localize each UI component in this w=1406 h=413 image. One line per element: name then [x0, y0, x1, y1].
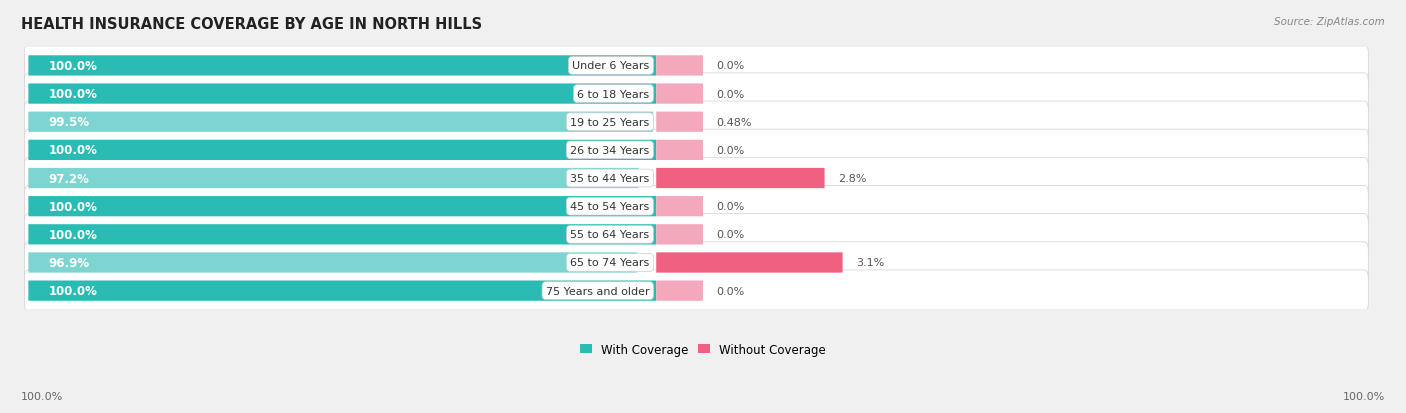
Text: 100.0%: 100.0%	[48, 88, 97, 101]
FancyBboxPatch shape	[28, 112, 654, 133]
FancyBboxPatch shape	[24, 158, 1368, 199]
Text: 19 to 25 Years: 19 to 25 Years	[571, 117, 650, 128]
FancyBboxPatch shape	[24, 270, 1368, 311]
Text: 65 to 74 Years: 65 to 74 Years	[571, 258, 650, 268]
Text: 6 to 18 Years: 6 to 18 Years	[578, 89, 650, 100]
Text: 0.0%: 0.0%	[717, 61, 745, 71]
FancyBboxPatch shape	[657, 84, 703, 104]
Text: 45 to 54 Years: 45 to 54 Years	[571, 202, 650, 212]
Text: 26 to 34 Years: 26 to 34 Years	[571, 145, 650, 156]
FancyBboxPatch shape	[657, 197, 703, 217]
FancyBboxPatch shape	[657, 225, 703, 245]
Text: 100.0%: 100.0%	[48, 144, 97, 157]
FancyBboxPatch shape	[24, 186, 1368, 227]
FancyBboxPatch shape	[28, 197, 657, 217]
FancyBboxPatch shape	[24, 45, 1368, 87]
Text: Under 6 Years: Under 6 Years	[572, 61, 650, 71]
Text: 100.0%: 100.0%	[48, 60, 97, 73]
Text: 100.0%: 100.0%	[21, 391, 63, 401]
FancyBboxPatch shape	[28, 140, 657, 161]
Text: 96.9%: 96.9%	[48, 256, 90, 269]
FancyBboxPatch shape	[657, 169, 824, 189]
FancyBboxPatch shape	[28, 281, 657, 301]
Text: 0.0%: 0.0%	[717, 202, 745, 212]
FancyBboxPatch shape	[657, 140, 703, 161]
FancyBboxPatch shape	[28, 169, 638, 189]
Text: 2.8%: 2.8%	[838, 173, 866, 184]
Text: 99.5%: 99.5%	[48, 116, 90, 129]
Text: 100.0%: 100.0%	[48, 200, 97, 213]
Text: 100.0%: 100.0%	[1343, 391, 1385, 401]
Legend: With Coverage, Without Coverage: With Coverage, Without Coverage	[575, 338, 831, 361]
Text: 100.0%: 100.0%	[48, 228, 97, 241]
FancyBboxPatch shape	[28, 56, 657, 76]
Text: Source: ZipAtlas.com: Source: ZipAtlas.com	[1274, 17, 1385, 26]
Text: 0.0%: 0.0%	[717, 230, 745, 240]
FancyBboxPatch shape	[24, 214, 1368, 255]
Text: 3.1%: 3.1%	[856, 258, 884, 268]
Text: 55 to 64 Years: 55 to 64 Years	[571, 230, 650, 240]
Text: 0.0%: 0.0%	[717, 286, 745, 296]
Text: 0.0%: 0.0%	[717, 89, 745, 100]
Text: 75 Years and older: 75 Years and older	[546, 286, 650, 296]
FancyBboxPatch shape	[28, 225, 657, 245]
FancyBboxPatch shape	[657, 281, 703, 301]
Text: HEALTH INSURANCE COVERAGE BY AGE IN NORTH HILLS: HEALTH INSURANCE COVERAGE BY AGE IN NORT…	[21, 17, 482, 31]
Text: 0.48%: 0.48%	[717, 117, 752, 128]
FancyBboxPatch shape	[657, 112, 703, 133]
FancyBboxPatch shape	[28, 253, 637, 273]
Text: 100.0%: 100.0%	[48, 285, 97, 297]
FancyBboxPatch shape	[657, 56, 703, 76]
Text: 97.2%: 97.2%	[48, 172, 89, 185]
FancyBboxPatch shape	[24, 242, 1368, 283]
FancyBboxPatch shape	[24, 74, 1368, 115]
FancyBboxPatch shape	[657, 253, 842, 273]
FancyBboxPatch shape	[24, 102, 1368, 143]
FancyBboxPatch shape	[28, 84, 657, 104]
FancyBboxPatch shape	[24, 130, 1368, 171]
Text: 0.0%: 0.0%	[717, 145, 745, 156]
Text: 35 to 44 Years: 35 to 44 Years	[571, 173, 650, 184]
